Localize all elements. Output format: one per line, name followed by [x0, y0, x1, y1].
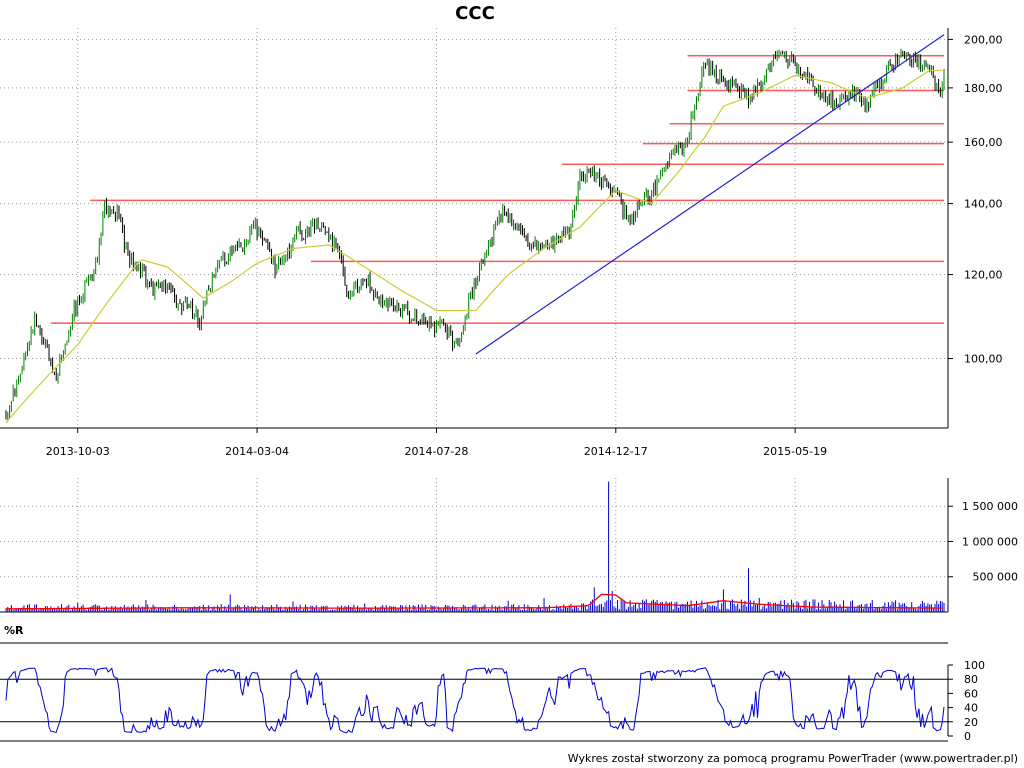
date-tick-label: 2015-05-19: [763, 445, 827, 458]
chart-title: CCC: [455, 3, 495, 24]
volume-bars: [5, 481, 945, 612]
volume-panel: 500 000 1 000 000 1 500 000: [0, 478, 1019, 613]
williams-r-tick-label: 100: [964, 659, 985, 672]
volume-ma-line: [6, 593, 943, 610]
price-tick-label: 160,00: [964, 136, 1003, 149]
footer-credit: Wykres został stworzony za pomocą progra…: [568, 752, 1018, 765]
williams-r-tick-label: 40: [964, 702, 978, 715]
date-tick-label: 2013-10-03: [46, 445, 110, 458]
price-panel: 100,00 120,00 140,00 160,00 180,00 200,00 2013…: [0, 28, 1003, 458]
williams-r-line: [5, 667, 945, 734]
williams-r-tick-label: 80: [964, 673, 978, 686]
williams-r-tick-label: 60: [964, 687, 978, 700]
moving-average-line: [5, 69, 943, 424]
price-tick-label: 100,00: [964, 353, 1003, 366]
price-tick-label: 120,00: [964, 269, 1003, 282]
price-tick-label: 180,00: [964, 82, 1003, 95]
price-tick-label: 140,00: [964, 198, 1003, 211]
date-tick-label: 2014-03-04: [225, 445, 289, 458]
date-tick-label: 2014-07-28: [404, 445, 468, 458]
williams-r-title: %R: [4, 624, 24, 637]
williams-r-tick-label: 0: [964, 730, 971, 743]
volume-tick-label: 500 000: [973, 571, 1019, 584]
williams-r-tick-label: 20: [964, 716, 978, 729]
candles: [5, 48, 945, 422]
volume-tick-label: 1 500 000: [962, 500, 1018, 513]
price-tick-label: 200,00: [964, 33, 1003, 46]
volume-tick-label: 1 000 000: [962, 535, 1018, 548]
trend-line: [475, 34, 945, 355]
date-tick-label: 2014-12-17: [584, 445, 648, 458]
